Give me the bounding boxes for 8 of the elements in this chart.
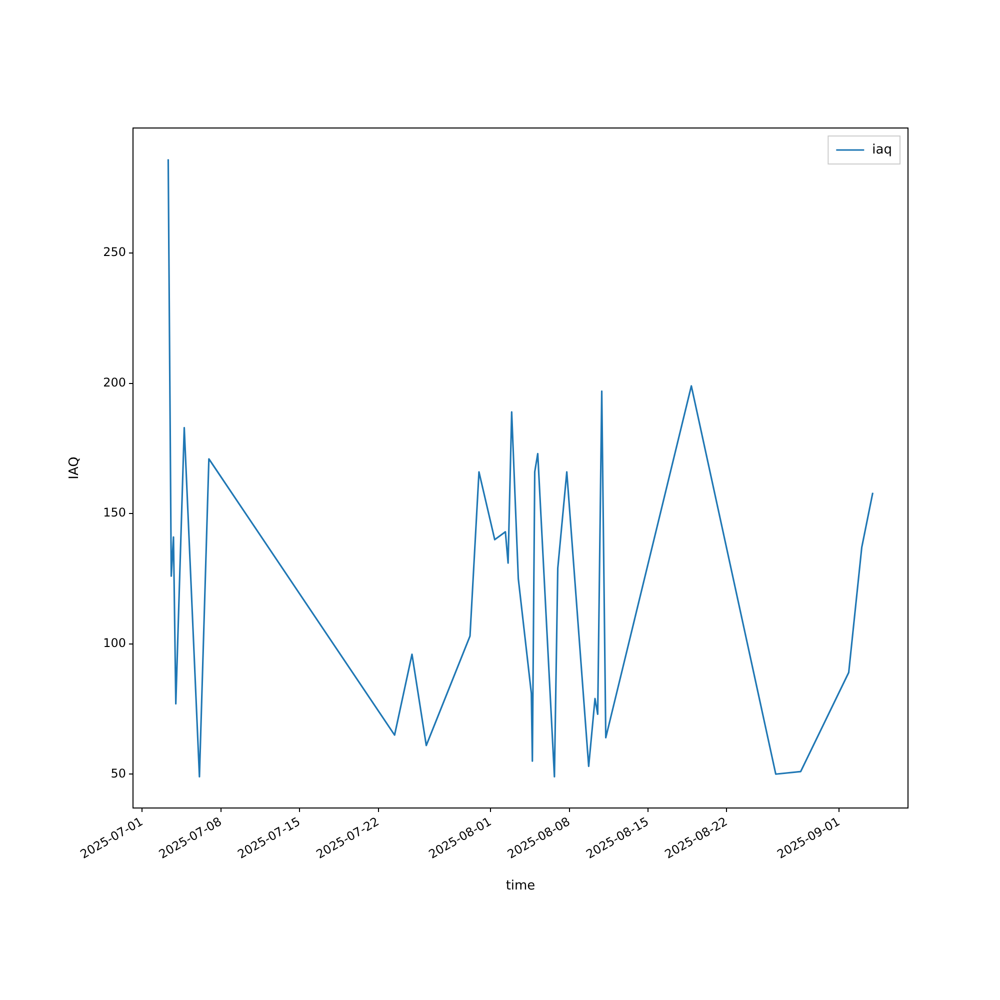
y-tick-label: 50 [110, 766, 126, 780]
y-tick-label: 200 [103, 375, 126, 390]
y-tick-label: 250 [103, 245, 126, 260]
x-axis-title: time [506, 878, 536, 894]
y-tick-label: 150 [103, 506, 126, 520]
y-axis-title: IAQ [67, 456, 82, 480]
y-tick-label: 100 [103, 636, 126, 650]
legend-label: iaq [872, 142, 892, 158]
